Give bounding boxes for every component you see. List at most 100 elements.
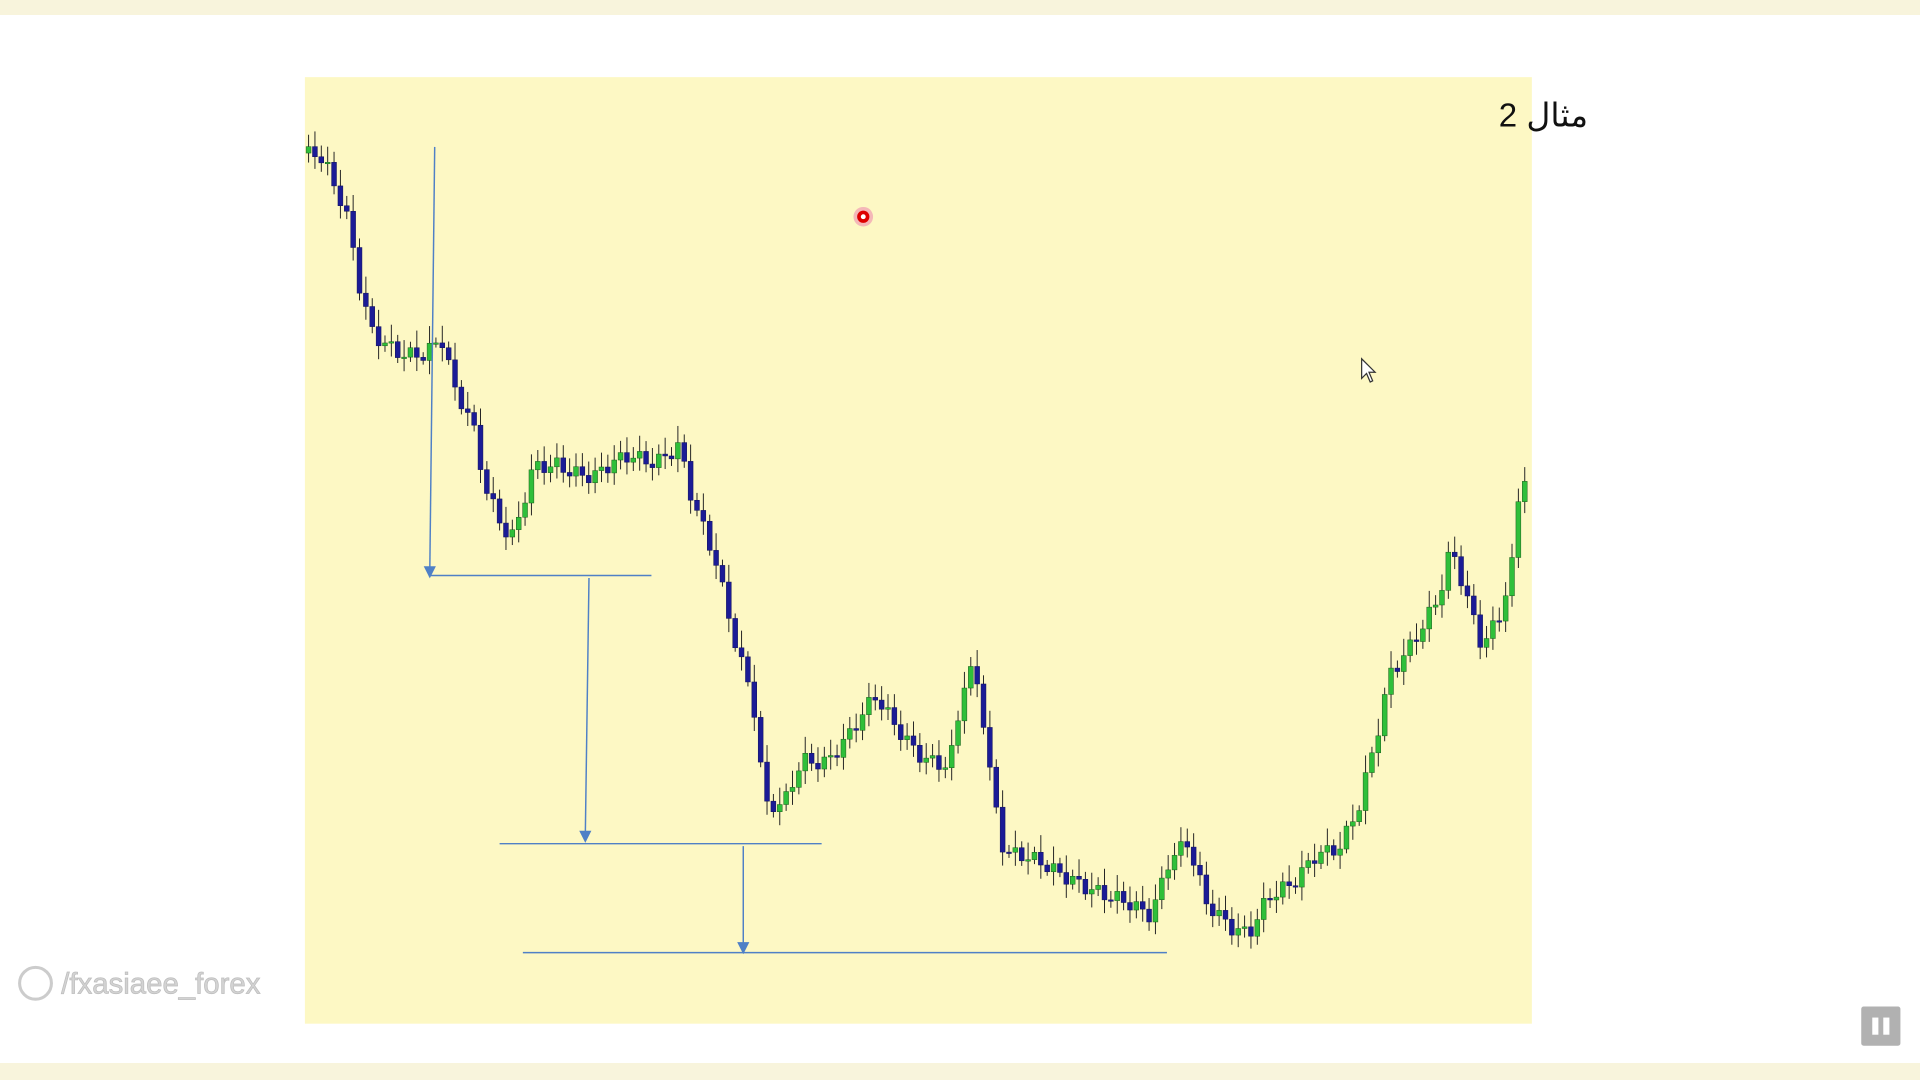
candle-body: [1120, 891, 1127, 903]
candle-body: [592, 470, 598, 484]
candle-body: [1267, 898, 1273, 901]
candle-body: [1318, 851, 1324, 864]
candle-body: [496, 498, 503, 524]
candle-body: [948, 745, 955, 768]
candle-body: [560, 457, 566, 473]
candle-body: [375, 326, 382, 347]
candle-body: [433, 342, 439, 345]
candle-body: [853, 728, 859, 731]
candle-body: [1324, 845, 1331, 853]
candle-body: [1464, 585, 1471, 597]
candle-body: [356, 247, 363, 294]
candle-body: [484, 469, 490, 494]
candle-body: [1095, 885, 1101, 890]
candle-body: [840, 738, 847, 758]
candle-body: [1190, 846, 1197, 866]
candle-body: [802, 753, 808, 772]
candle-body: [439, 342, 445, 348]
candle-body: [1127, 902, 1133, 911]
candle-body: [407, 347, 414, 358]
candle-body: [649, 463, 656, 468]
pause-button[interactable]: [1861, 1006, 1901, 1046]
candle-body: [1260, 898, 1267, 920]
candle-body: [878, 699, 885, 710]
candle-body: [789, 787, 796, 792]
candle-body: [987, 727, 993, 768]
candle-body: [885, 707, 891, 710]
candle-body: [955, 720, 961, 746]
candle-body: [1273, 896, 1280, 901]
candle-body: [1165, 869, 1171, 879]
candle-body: [1178, 841, 1184, 856]
candle-body: [636, 451, 643, 459]
candle-body: [961, 687, 968, 722]
laser-pointer-center: [860, 214, 866, 220]
candle-body: [1280, 881, 1286, 898]
candle-body: [757, 717, 764, 763]
pause-icon: [1883, 1017, 1890, 1035]
candle-body: [363, 292, 369, 307]
candle-body: [630, 457, 637, 463]
candle-body: [382, 342, 388, 347]
candle-body: [1222, 910, 1229, 920]
arrow-head: [579, 830, 592, 843]
candle-body: [605, 466, 611, 474]
candle-body: [1133, 901, 1140, 911]
candle-body: [350, 211, 356, 248]
candle-body: [388, 341, 395, 344]
candle-body: [1375, 735, 1381, 754]
candle-body: [1477, 614, 1483, 648]
candle-body: [1458, 556, 1464, 587]
candle-body: [1171, 855, 1178, 871]
candle-body: [1076, 876, 1082, 880]
candle-body: [828, 755, 834, 758]
candle-body: [1350, 821, 1356, 827]
candle-body: [993, 766, 999, 808]
candle-body: [414, 347, 420, 358]
candle-body: [611, 459, 617, 474]
candle-body: [1286, 881, 1292, 886]
candle-body: [751, 681, 757, 718]
candle-body: [834, 755, 840, 758]
candle-body: [1305, 860, 1311, 868]
candle-body: [1044, 864, 1050, 873]
candle-body: [586, 475, 592, 484]
candle-body: [866, 697, 872, 715]
candle-body: [1229, 918, 1235, 936]
arrow-head: [737, 942, 750, 955]
candle-body: [1254, 919, 1261, 937]
candle-body: [503, 522, 509, 538]
candle-body: [1146, 908, 1152, 923]
candle-body: [344, 205, 350, 212]
candle-body: [1311, 860, 1318, 864]
candle-body: [726, 581, 732, 619]
candle-body: [1445, 551, 1452, 591]
candle-body: [1152, 899, 1159, 923]
candle-body: [617, 452, 624, 461]
candle-body: [1496, 620, 1502, 623]
pause-icon: [1872, 1017, 1879, 1035]
candle-body: [847, 728, 853, 740]
candle-body: [1337, 848, 1343, 856]
candle-body: [458, 386, 465, 410]
candle-body: [936, 755, 942, 770]
candle-body: [974, 666, 980, 685]
candle-body: [917, 745, 923, 763]
candle-body: [1388, 667, 1394, 695]
candle-body: [1101, 885, 1108, 901]
candle-body: [1515, 501, 1522, 558]
candle-body: [1089, 889, 1095, 895]
watermark: /fxasiaee_forex: [61, 967, 261, 1000]
candle-body: [1292, 885, 1299, 888]
candle-body: [1362, 772, 1369, 811]
candle-body: [694, 499, 700, 511]
candle-body: [535, 461, 541, 471]
candle-body: [999, 806, 1006, 853]
candle-body: [713, 550, 719, 566]
top-band: [0, 0, 1920, 15]
candle-body: [1509, 557, 1515, 597]
candle-body: [770, 800, 777, 812]
candle-body: [337, 185, 344, 206]
candle-body: [420, 357, 426, 361]
bottom-band: [0, 1063, 1920, 1080]
